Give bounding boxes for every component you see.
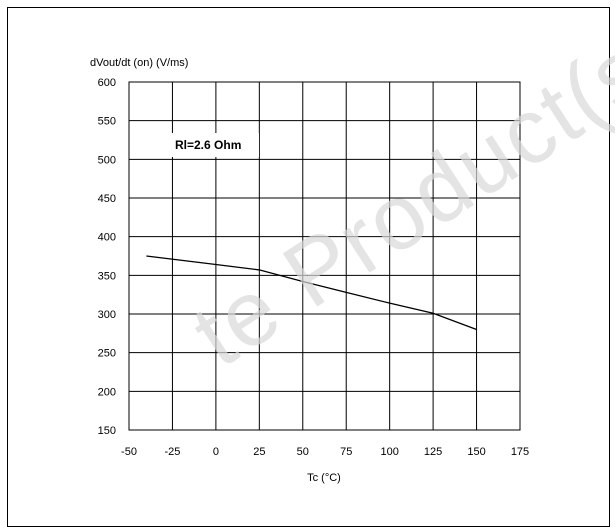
y-tick-label-0: 150 [98,425,116,437]
y-tick-label-6: 450 [98,193,116,205]
x-tick-label-6: 100 [380,446,398,458]
y-tick-label-4: 350 [98,270,116,282]
plot-area [128,81,521,431]
x-tick-label-7: 125 [424,446,442,458]
x-axis-label: Tc (°C) [307,472,341,484]
series-line-0 [146,255,477,331]
x-tick-label-2: 0 [213,446,219,458]
x-tick-label-4: 50 [297,446,309,458]
x-tick-label-9: 175 [511,446,529,458]
annotation-label: Rl=2.6 Ohm [175,138,241,152]
y-tick-label-5: 400 [98,232,116,244]
x-tick-label-0: -50 [121,446,137,458]
x-tick-label-3: 25 [253,446,265,458]
y-tick-label-3: 300 [98,309,116,321]
y-tick-label-2: 250 [98,348,116,360]
series [146,255,477,331]
y-tick-label-7: 500 [98,154,116,166]
annotation-box: Rl=2.6 Ohm [167,133,259,157]
y-tick-labels: 150 200 250 300 350 400 450 500 550 600 [98,77,116,437]
x-tick-label-8: 150 [467,446,485,458]
x-tick-label-1: -25 [164,446,180,458]
y-axis-label: dVout/dt (on) (V/ms) [90,57,188,69]
y-tick-label-8: 550 [98,116,116,128]
x-tick-label-5: 75 [340,446,352,458]
x-tick-labels: -50 -25 0 25 50 75 100 125 150 175 [121,446,529,458]
chart: dVout/dt (on) (V/ms) 1502002503003504004… [90,57,529,484]
y-tick-label-1: 200 [98,386,116,398]
y-tick-label-9: 600 [98,77,116,89]
